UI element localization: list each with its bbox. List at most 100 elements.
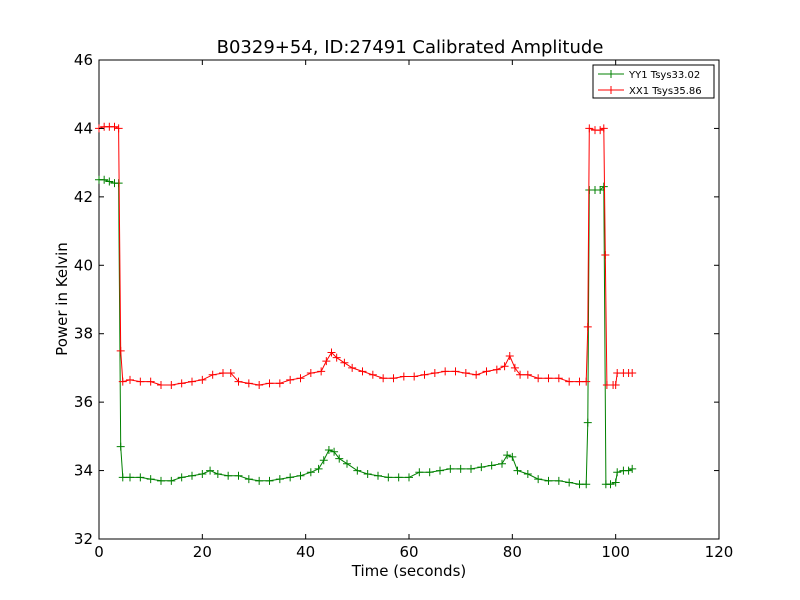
data-point (379, 374, 388, 383)
data-point (420, 370, 429, 379)
data-point (482, 367, 491, 376)
data-point (265, 476, 274, 485)
data-point (317, 367, 326, 376)
data-point (611, 478, 620, 487)
data-point (255, 381, 264, 390)
x-tick-label: 20 (193, 543, 212, 561)
y-tick-label: 40 (74, 256, 93, 274)
data-point (441, 367, 450, 376)
data-point (188, 471, 196, 480)
data-point (583, 322, 592, 331)
data-point (110, 122, 119, 131)
data-point (368, 370, 377, 379)
data-point (296, 471, 305, 480)
legend: YY1 Tsys33.02 XX1 Tsys35.86 (592, 64, 715, 99)
data-point (118, 377, 127, 386)
data-point (513, 466, 522, 475)
y-tick-label: 38 (74, 325, 93, 343)
data-point (487, 461, 496, 470)
data-point (244, 475, 253, 484)
data-point (358, 367, 367, 376)
data-point (523, 469, 532, 478)
data-point (105, 177, 114, 186)
y-tick-label: 42 (74, 188, 93, 206)
data-point (322, 357, 331, 366)
data-point (523, 370, 532, 379)
data-point (118, 473, 127, 482)
y-tick-label: 36 (74, 393, 93, 411)
y-axis-label: Power in Kelvin (53, 242, 71, 356)
data-point (157, 381, 165, 390)
x-tick-label: 60 (399, 543, 418, 561)
data-point (340, 358, 349, 367)
data-point (116, 442, 125, 451)
x-tick-label: 100 (601, 543, 630, 561)
data-point (611, 381, 620, 390)
data-point (613, 468, 622, 477)
data-point (234, 377, 243, 386)
data-point (575, 377, 584, 386)
data-point (503, 451, 512, 460)
data-point (544, 476, 553, 485)
data-point (114, 124, 123, 133)
data-point (327, 348, 336, 357)
data-point (226, 369, 235, 378)
legend-box (592, 64, 715, 99)
data-point (188, 377, 196, 386)
data-point (505, 351, 514, 360)
data-point (314, 464, 323, 473)
data-point (213, 469, 222, 478)
data-point (582, 377, 591, 386)
x-axis-label: Time (seconds) (351, 562, 467, 580)
data-point (451, 367, 460, 376)
data-point (492, 365, 501, 374)
plot-layer (95, 122, 637, 489)
data-point (456, 464, 465, 473)
data-point (234, 471, 243, 480)
data-point (343, 459, 351, 468)
data-point (296, 374, 305, 383)
data-point (446, 464, 455, 473)
data-point (461, 369, 470, 378)
data-point (582, 480, 591, 489)
y-tick-label: 32 (74, 530, 93, 548)
data-point (157, 476, 165, 485)
data-point (565, 377, 574, 386)
data-point (510, 363, 519, 372)
data-point (544, 374, 553, 383)
x-tick-label: 0 (94, 543, 104, 561)
legend-swatch-marker (607, 70, 615, 78)
data-point (244, 379, 253, 388)
legend-swatch-marker (607, 86, 615, 94)
data-point (136, 473, 145, 482)
data-point (136, 377, 145, 386)
data-point (324, 446, 333, 455)
data-point (198, 469, 207, 478)
data-point (599, 124, 608, 133)
data-point (167, 476, 176, 485)
data-point (508, 452, 517, 461)
data-point (534, 475, 543, 484)
data-point (425, 468, 434, 477)
data-point (585, 124, 594, 133)
data-point (500, 362, 509, 371)
data-point (628, 369, 637, 378)
data-point (430, 369, 439, 378)
data-point (516, 370, 525, 379)
data-point (319, 456, 328, 465)
y-tick-label: 44 (74, 119, 93, 137)
data-point (575, 480, 584, 489)
data-point (224, 471, 233, 480)
data-point (198, 375, 207, 384)
data-point (146, 475, 155, 484)
legend-label: YY1 Tsys33.02 (628, 70, 700, 81)
data-point (306, 468, 315, 477)
data-point (335, 454, 344, 463)
data-point (624, 466, 633, 475)
data-point (436, 466, 444, 475)
data-point (177, 473, 186, 482)
data-point (177, 379, 186, 388)
data-point (606, 480, 615, 489)
data-point (599, 182, 608, 191)
legend-label: XX1 Tsys35.86 (629, 86, 702, 97)
